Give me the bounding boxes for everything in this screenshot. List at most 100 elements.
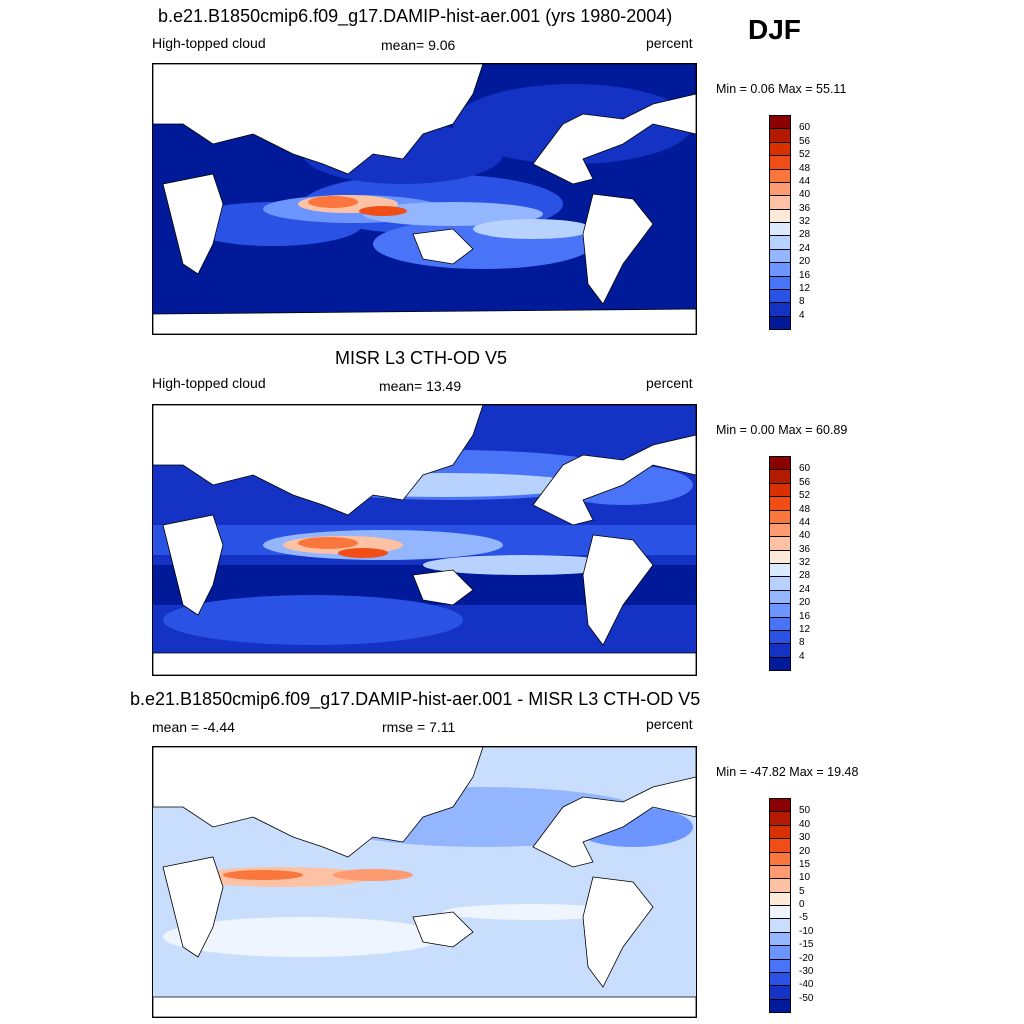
panel2-mean-label: mean= 13.49 bbox=[379, 378, 462, 394]
colorbar-box bbox=[769, 629, 791, 644]
panel2-minmax: Min = 0.00 Max = 60.89 bbox=[716, 423, 848, 437]
colorbar-box bbox=[769, 522, 791, 537]
panel3-land bbox=[153, 747, 696, 1017]
colorbar-box bbox=[769, 931, 791, 946]
colorbar-box bbox=[769, 576, 791, 591]
colorbar-tick-label: 44 bbox=[799, 175, 811, 187]
colorbar-tick-label: 4 bbox=[799, 309, 805, 321]
colorbar-box bbox=[769, 482, 791, 497]
panel1-land bbox=[153, 64, 696, 334]
colorbar-tick-label: 28 bbox=[799, 229, 811, 241]
colorbar-tick-label: 50 bbox=[799, 805, 811, 817]
panel2-map bbox=[152, 404, 697, 676]
panel1-mean-label: mean= 9.06 bbox=[381, 37, 456, 53]
colorbar-box bbox=[769, 155, 791, 169]
colorbar-box bbox=[769, 838, 791, 852]
colorbar-box bbox=[769, 851, 791, 866]
colorbar-box bbox=[769, 958, 791, 973]
panel3-units-label: percent bbox=[646, 716, 693, 732]
colorbar-box bbox=[769, 971, 791, 986]
colorbar-tick-label: 12 bbox=[799, 623, 811, 635]
colorbar-box bbox=[769, 798, 791, 812]
colorbar-box bbox=[769, 509, 791, 524]
panel1-map-svg bbox=[153, 64, 696, 334]
panel2-map-svg bbox=[153, 405, 696, 675]
colorbar-tick-label: 16 bbox=[799, 610, 811, 622]
colorbar-tick-label: 30 bbox=[799, 832, 811, 844]
colorbar-tick-label: 36 bbox=[799, 543, 811, 555]
colorbar-box bbox=[769, 945, 791, 959]
colorbar-tick-label: 20 bbox=[799, 845, 811, 857]
colorbar-tick-label: 36 bbox=[799, 202, 811, 214]
panel3-colorbar: 50 40 30 20 15 10 5 0 -5 -10 -15 -20 -30 -40 -50 bbox=[769, 798, 813, 1013]
colorbar-box bbox=[769, 643, 791, 658]
colorbar-tick-label: 56 bbox=[799, 135, 811, 147]
colorbar-box bbox=[769, 235, 791, 250]
colorbar-box bbox=[769, 275, 791, 290]
panel2-colorbar: 60 56 52 48 44 40 36 32 28 24 20 16 12 8 4 bbox=[769, 456, 810, 671]
colorbar-tick-label: 16 bbox=[799, 269, 811, 281]
colorbar-tick-label: -50 bbox=[799, 992, 814, 1004]
colorbar-tick-label: 20 bbox=[799, 597, 811, 609]
colorbar-tick-label: 10 bbox=[799, 872, 811, 884]
colorbar-box bbox=[769, 195, 791, 210]
colorbar-tick-label: 24 bbox=[799, 242, 811, 254]
colorbar-tick-label: 48 bbox=[799, 162, 811, 174]
colorbar-box bbox=[769, 262, 791, 276]
colorbar-box bbox=[769, 536, 791, 551]
colorbar-box bbox=[769, 905, 791, 919]
colorbar-box bbox=[769, 141, 791, 156]
colorbar-box bbox=[769, 563, 791, 577]
colorbar-box bbox=[769, 222, 791, 236]
colorbar-tick-label: 0 bbox=[799, 899, 805, 910]
panel3-minmax: Min = -47.82 Max = 19.48 bbox=[716, 765, 859, 779]
panel2-units-label: percent bbox=[646, 375, 693, 391]
colorbar-box bbox=[769, 864, 791, 879]
colorbar-tick-label: 15 bbox=[799, 858, 811, 870]
panel2-land bbox=[153, 405, 696, 675]
colorbar-tick-label: 28 bbox=[799, 570, 811, 582]
panel3-rmse-label: rmse = 7.11 bbox=[382, 719, 456, 735]
panel3-mean-label: mean = -4.44 bbox=[152, 719, 235, 735]
colorbar-tick-label: 56 bbox=[799, 476, 811, 488]
colorbar-tick-label: 40 bbox=[799, 189, 811, 201]
colorbar-box bbox=[769, 315, 791, 330]
colorbar-box bbox=[769, 918, 791, 933]
panel1-title: b.e21.B1850cmip6.f09_g17.DAMIP-hist-aer.… bbox=[158, 6, 673, 26]
colorbar-tick-label: 52 bbox=[799, 490, 811, 502]
panel3-map bbox=[152, 746, 697, 1018]
colorbar-tick-label: 12 bbox=[799, 282, 811, 294]
panel1-minmax: Min = 0.06 Max = 55.11 bbox=[716, 82, 847, 96]
colorbar-box bbox=[769, 878, 791, 893]
panel1-units-label: percent bbox=[646, 35, 693, 51]
colorbar-tick-label: 20 bbox=[799, 256, 811, 268]
panel1-left-label: High-topped cloud bbox=[152, 35, 266, 51]
season-label: DJF bbox=[748, 14, 801, 45]
colorbar-box bbox=[769, 469, 791, 484]
colorbar-tick-label: 24 bbox=[799, 583, 811, 595]
colorbar-tick-label: 40 bbox=[799, 818, 811, 830]
colorbar-tick-label: 4 bbox=[799, 650, 805, 662]
colorbar-box bbox=[769, 168, 791, 183]
panel1-map bbox=[152, 63, 697, 335]
panel1-colorbar: 60 56 52 48 44 40 36 32 28 24 20 16 12 8 4 bbox=[769, 115, 810, 330]
colorbar-tick-label: 5 bbox=[799, 885, 805, 897]
colorbar-box bbox=[769, 181, 791, 196]
colorbar-tick-label: 52 bbox=[799, 149, 811, 161]
colorbar-box bbox=[769, 985, 791, 1000]
colorbar-tick-label: 32 bbox=[799, 557, 811, 568]
panel2-title: MISR L3 CTH-OD V5 bbox=[335, 348, 508, 368]
colorbar-tick-label: 48 bbox=[799, 503, 811, 515]
colorbar-box bbox=[769, 248, 791, 263]
panel2-left-label: High-topped cloud bbox=[152, 375, 266, 391]
colorbar-tick-label: 8 bbox=[799, 637, 805, 649]
colorbar-box bbox=[769, 302, 791, 317]
colorbar-box bbox=[769, 589, 791, 604]
colorbar-box bbox=[769, 128, 791, 143]
colorbar-tick-label: 32 bbox=[799, 216, 811, 227]
colorbar-tick-label: -5 bbox=[799, 912, 808, 924]
colorbar-box bbox=[769, 115, 791, 129]
colorbar-box bbox=[769, 496, 791, 510]
colorbar-box bbox=[769, 891, 791, 906]
colorbar-tick-label: -20 bbox=[799, 952, 814, 964]
